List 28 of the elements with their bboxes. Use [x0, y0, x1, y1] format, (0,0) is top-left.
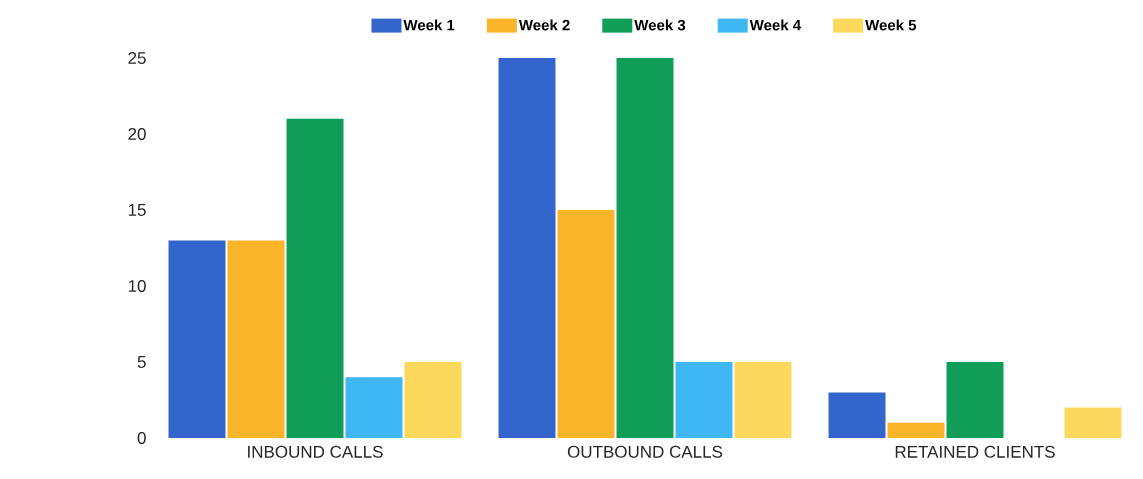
- x-tick-label: OUTBOUND CALLS: [567, 445, 723, 458]
- legend-label: Week 4: [749, 19, 802, 31]
- x-tick-label: RETAINED CLIENTS: [895, 445, 1055, 458]
- x-tick-label: INBOUND CALLS: [248, 445, 383, 458]
- bar: [1064, 407, 1122, 438]
- bar: [498, 58, 556, 438]
- bar: [345, 377, 403, 438]
- bar: [946, 361, 1004, 438]
- bar: [616, 58, 674, 438]
- legend-label: Week 5: [865, 19, 917, 31]
- y-tick-label: 0: [137, 431, 146, 445]
- bar: [675, 361, 733, 438]
- legend-label: Week 3: [634, 19, 686, 31]
- bar: [168, 240, 226, 438]
- legend-label: Week 1: [403, 19, 455, 31]
- bar: [404, 361, 462, 438]
- y-tick-label: 10: [128, 279, 146, 293]
- bar: [887, 422, 945, 438]
- bar: [286, 118, 344, 438]
- y-tick-label: 15: [128, 204, 146, 216]
- y-tick-label: 25: [128, 51, 146, 65]
- y-tick-label: 5: [137, 356, 146, 368]
- bar: [734, 361, 792, 438]
- bar: [828, 392, 886, 438]
- bar: [227, 240, 285, 438]
- y-tick-label: 20: [128, 127, 146, 141]
- legend-label: Week 2: [518, 19, 570, 31]
- bar: [557, 209, 615, 438]
